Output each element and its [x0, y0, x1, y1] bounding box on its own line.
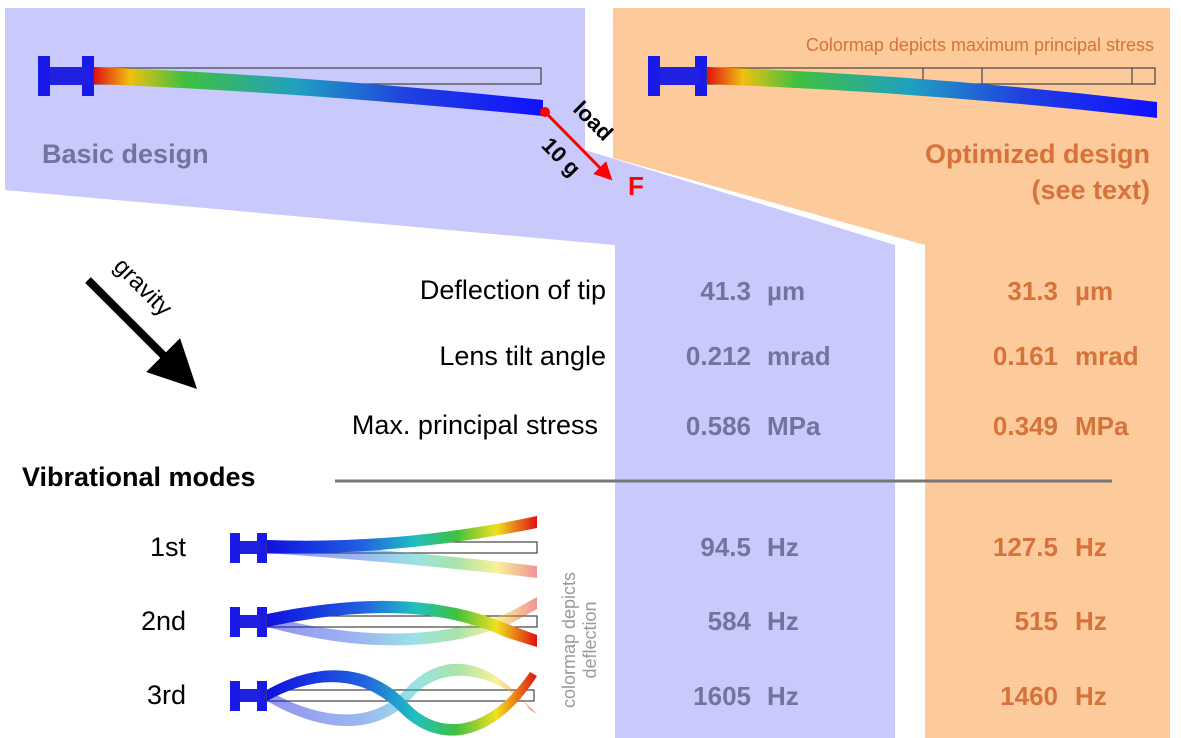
basic-unit: Hz [767, 681, 799, 711]
basic-value: 0.586 [686, 411, 751, 441]
properties: Deflection of tip 41.3 µm 31.3 µm Lens t… [352, 275, 1139, 441]
deflection-note: deflection [580, 601, 600, 678]
optimized-unit: Hz [1075, 681, 1107, 711]
mode-label: 2nd [141, 606, 186, 636]
force-label: F [628, 171, 644, 201]
optimized-value: 515 [1015, 606, 1058, 636]
basic-value: 41.3 [700, 276, 751, 306]
basic-value: 0.212 [686, 341, 751, 371]
basic-unit: MPa [767, 411, 821, 441]
optimized-unit: Hz [1075, 532, 1107, 562]
mode-label: 1st [150, 532, 187, 562]
optimized-unit: Hz [1075, 606, 1107, 636]
colormap-note: Colormap depicts maximum principal stres… [806, 35, 1154, 55]
figure: load 10 g F Basic design Colormap depict… [0, 0, 1181, 738]
mode-shapes [230, 516, 537, 736]
optimized-value: 127.5 [993, 532, 1058, 562]
optimized-design-subtitle: (see text) [1031, 175, 1150, 205]
basic-unit: Hz [767, 606, 799, 636]
basic-unit: Hz [767, 532, 799, 562]
deflection-note: colormap depicts [559, 572, 579, 708]
basic-unit: mrad [767, 341, 831, 371]
basic-value: 94.5 [700, 532, 751, 562]
modes-title: Vibrational modes [22, 462, 256, 492]
mode-label: 3rd [147, 680, 186, 710]
optimized-value: 0.161 [993, 341, 1058, 371]
optimized-value: 0.349 [993, 411, 1058, 441]
optimized-unit: MPa [1075, 411, 1129, 441]
basic-value: 1605 [693, 681, 751, 711]
property-label: Deflection of tip [420, 275, 606, 305]
optimized-unit: mrad [1075, 341, 1139, 371]
optimized-value: 31.3 [1007, 276, 1058, 306]
optimized-value: 1460 [1000, 681, 1058, 711]
basic-value: 584 [708, 606, 752, 636]
basic-unit: µm [767, 276, 805, 306]
property-label: Lens tilt angle [439, 341, 606, 371]
basic-design-title: Basic design [42, 139, 209, 169]
optimized-design-title: Optimized design [925, 139, 1150, 169]
property-label: Max. principal stress [352, 410, 598, 440]
optimized-unit: µm [1075, 276, 1113, 306]
